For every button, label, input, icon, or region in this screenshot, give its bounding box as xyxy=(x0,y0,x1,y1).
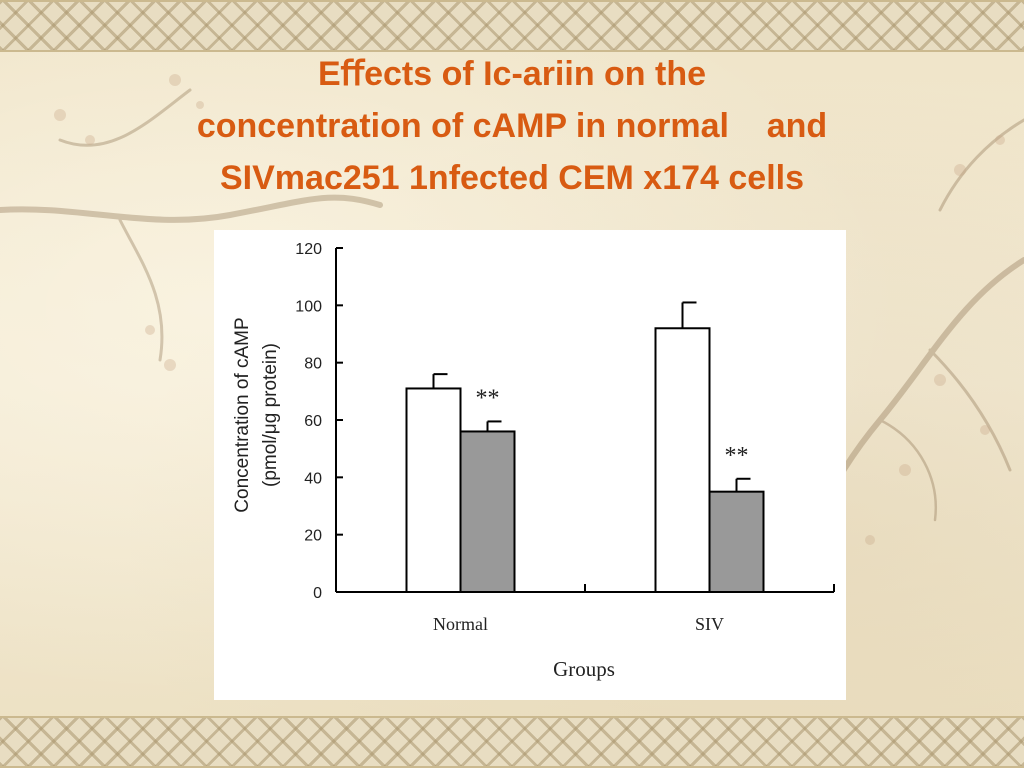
x-tick-label: Normal xyxy=(433,614,488,634)
slide-title-line: SIVmac251 1nfected CEM x174 cells xyxy=(220,159,804,197)
bars: ** ** xyxy=(405,301,765,594)
bar xyxy=(708,490,765,593)
decorative-border-top xyxy=(0,0,1024,52)
y-tick-label: 60 xyxy=(304,413,322,430)
x-tick-label: SIV xyxy=(695,614,724,634)
bar xyxy=(459,430,516,593)
slide-title-line: concentration of cAMP in normal and xyxy=(196,107,828,145)
y-axis: 0 20 40 60 80 100 120 xyxy=(295,241,343,602)
significance-label: ** xyxy=(476,385,500,411)
decorative-border-bottom xyxy=(0,716,1024,768)
y-tick-label: 100 xyxy=(295,298,322,315)
significance-label: ** xyxy=(725,443,749,469)
y-axis-label: Concentration of cAMP xyxy=(232,317,253,512)
slide-title: Eﬀects of Ic-ariin on the concentration … xyxy=(60,48,964,204)
slide-title-line: Eﬀects of Ic-ariin on the xyxy=(317,55,707,93)
x-axis-label: Groups xyxy=(553,657,615,681)
y-tick-label: 20 xyxy=(304,528,322,545)
y-tick-label: 80 xyxy=(304,356,322,373)
bar xyxy=(654,327,711,594)
y-axis-label-units: (pmol/μg protein) xyxy=(260,343,281,487)
bar-chart: 0 20 40 60 80 100 120 Normal SIV ** ** Concentra… xyxy=(232,241,835,681)
bar xyxy=(405,387,462,593)
y-tick-label: 120 xyxy=(295,241,322,258)
chart-panel: 0 20 40 60 80 100 120 Normal SIV ** ** Concentra… xyxy=(214,230,846,700)
y-tick-label: 40 xyxy=(304,470,322,487)
y-tick-label: 0 xyxy=(313,585,322,602)
